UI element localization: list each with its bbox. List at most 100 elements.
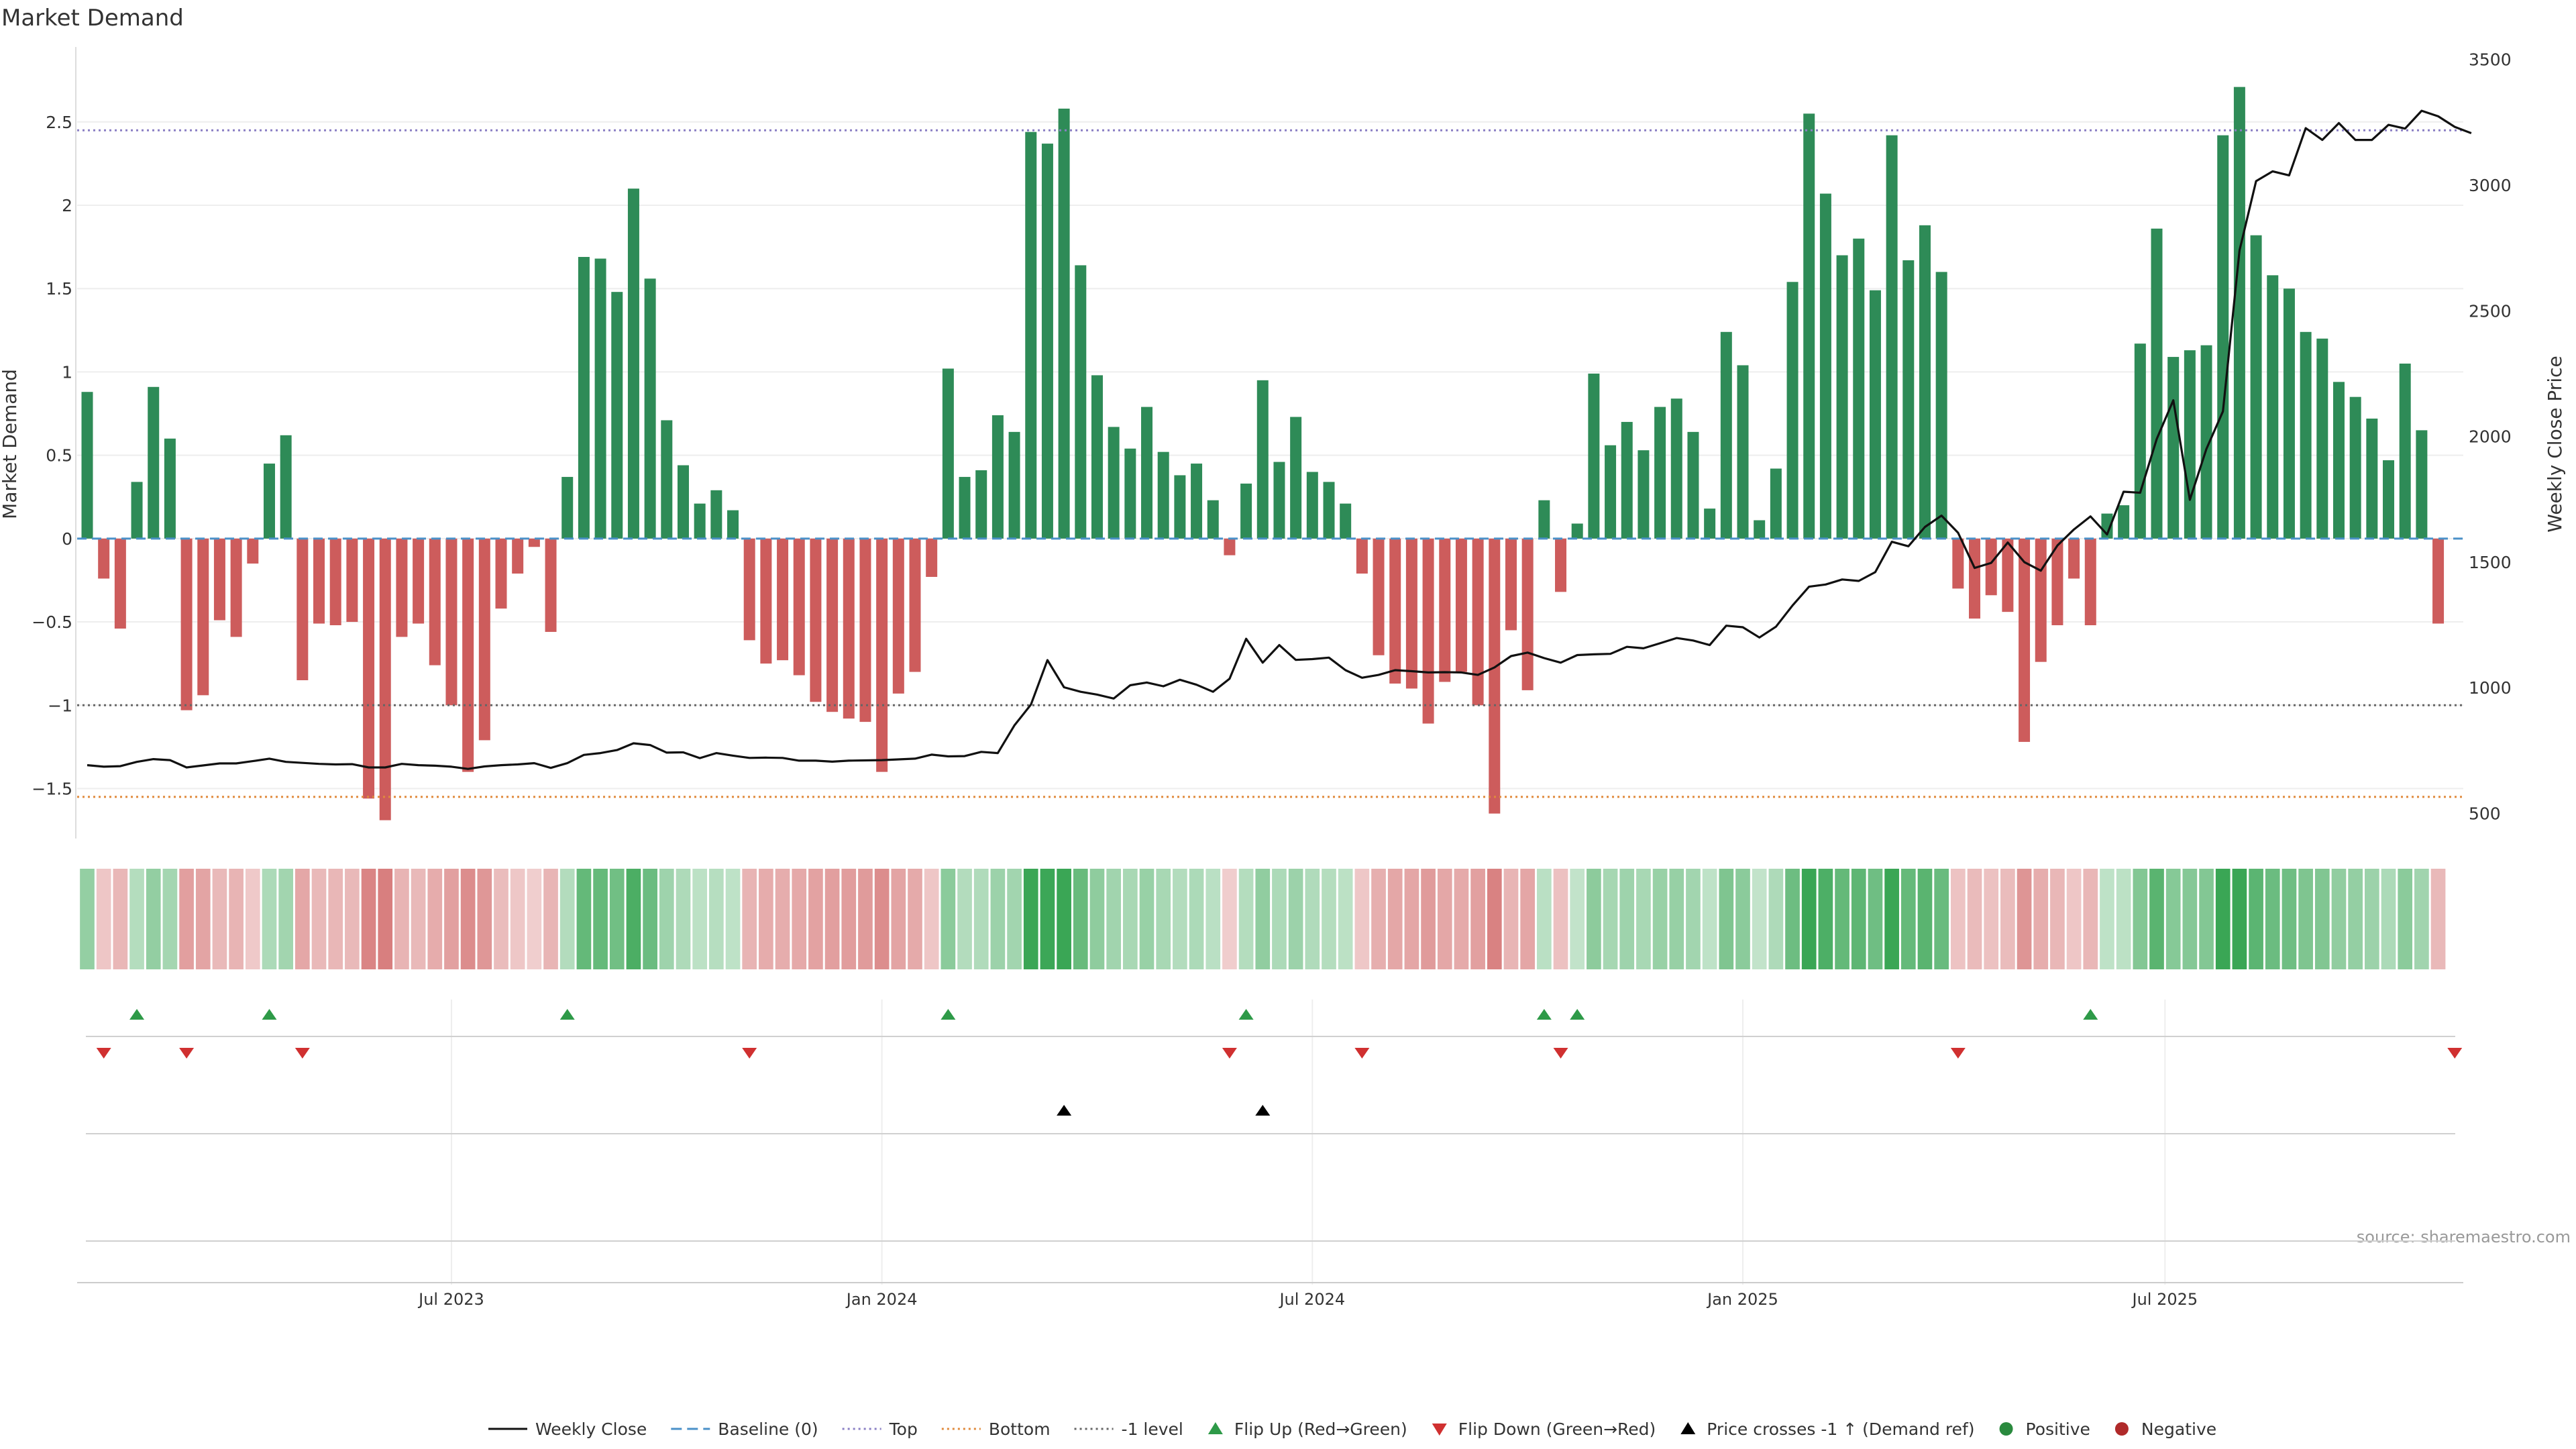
heat-cell [2314,869,2330,969]
demand-bar-negative [843,538,855,719]
legend-label: Price crosses -1 ↑ (Demand ref) [1707,1419,1974,1439]
demand-bar-positive [164,438,176,539]
heat-cell [775,869,790,969]
signal-markers [96,1009,2463,1116]
demand-bar-positive [1174,475,1186,539]
right-axis-label: Weekly Close Price [2544,356,2566,532]
heat-cell [709,869,724,969]
demand-bar-positive [1605,445,1617,539]
heat-cell [477,869,492,969]
demand-bar-positive [594,258,606,539]
demand-bar-negative [346,538,358,623]
heat-cell [1868,869,1883,969]
heat-cell [444,869,459,969]
flip-up-marker [262,1009,277,1020]
heat-cell [2100,869,2114,969]
demand-bar-positive [710,490,722,539]
demand-bar-negative [1505,538,1517,631]
legend-label: Flip Down (Green→Red) [1458,1419,1656,1439]
heat-cell [1520,869,1535,969]
heat-cell [1537,869,1552,969]
demand-bar-negative [2068,538,2080,579]
reference-lines [77,129,2463,798]
heat-cell [262,869,277,969]
demand-bars [81,87,2445,820]
demand-bar-positive [1256,380,1269,539]
demand-bar-negative [1472,538,1484,706]
demand-bar-negative [2019,538,2031,742]
demand-bar-negative [197,538,209,696]
flip-down-marker [1950,1048,1966,1059]
demand-bar-positive [991,415,1004,539]
demand-bar-positive [1786,282,1799,539]
left-tick-label: 0 [62,529,72,549]
heat-cell [278,869,293,969]
heat-cell [1057,869,1071,969]
heat-cell [1686,869,1701,969]
demand-bar-negative [1405,538,1417,689]
demand-bar-negative [445,538,458,706]
flip-down-marker [2447,1048,2463,1059]
weekly-close-line [87,109,2472,770]
legend-label: Flip Up (Red→Green) [1234,1419,1407,1439]
heat-cell [1702,869,1717,969]
heat-cell [593,869,608,969]
heat-cell [1619,869,1635,969]
heat-cell [1089,869,1105,969]
heat-cell [2000,869,2015,969]
left-tick-label: −0.5 [32,612,72,632]
heat-cell [245,869,260,969]
heat-cell [1719,869,1734,969]
demand-bar-positive [627,189,639,539]
heat-cell [1652,869,1668,969]
demand-bar-negative [760,538,772,664]
demand-bar-positive [1240,483,1252,539]
demand-bar-positive [578,257,590,539]
left-axis-label: Market Demand [0,369,21,519]
heat-cell [1305,869,1320,969]
demand-bar-negative [528,538,540,547]
heat-cell [1884,869,1899,969]
demand-bar-negative [180,538,193,710]
demand-bar-negative [1356,538,1368,574]
x-tick-label: Jul 2025 [2131,1290,2198,1309]
demand-bar-positive [561,476,574,539]
heat-cell [1984,869,1999,969]
heat-cell [1967,869,1982,969]
demand-bar-positive [1008,431,1020,539]
heat-cell [1371,869,1386,969]
demand-bar-negative [810,538,822,702]
heat-cell [1288,869,1303,969]
flip-down-marker [1222,1048,1237,1059]
heat-cell [742,869,757,969]
legend-label: Bottom [989,1419,1051,1439]
left-tick-label: 0.5 [46,446,72,466]
demand-heat-strip [80,869,2446,969]
legend-swatch [1432,1424,1447,1436]
demand-bar-negative [429,538,441,665]
demand-bar-positive [2151,228,2163,539]
demand-bar-negative [1422,538,1434,724]
heat-cell [1835,869,1849,969]
demand-bar-negative [876,538,888,772]
flip-up-marker [941,1009,956,1020]
heat-cell [162,869,178,969]
demand-bar-positive [1770,468,1782,539]
x-tick-label: Jul 2024 [1278,1290,1345,1309]
demand-bar-positive [1025,131,1037,539]
heat-cell [1851,869,1866,969]
flip-down-marker [742,1048,757,1059]
demand-bar-positive [975,470,987,539]
demand-bar-negative [909,538,921,672]
demand-bar-negative [329,538,341,626]
flip-up-marker [1238,1009,1254,1020]
heat-cell [1106,869,1121,969]
heat-cell [2149,869,2164,969]
demand-bar-positive [1091,375,1103,539]
heat-cell [2182,869,2198,969]
demand-bar-negative [247,538,259,564]
heat-cell [1917,869,1933,969]
demand-bar-negative [297,538,309,680]
demand-bar-positive [942,368,954,539]
heat-cell [2249,869,2263,969]
